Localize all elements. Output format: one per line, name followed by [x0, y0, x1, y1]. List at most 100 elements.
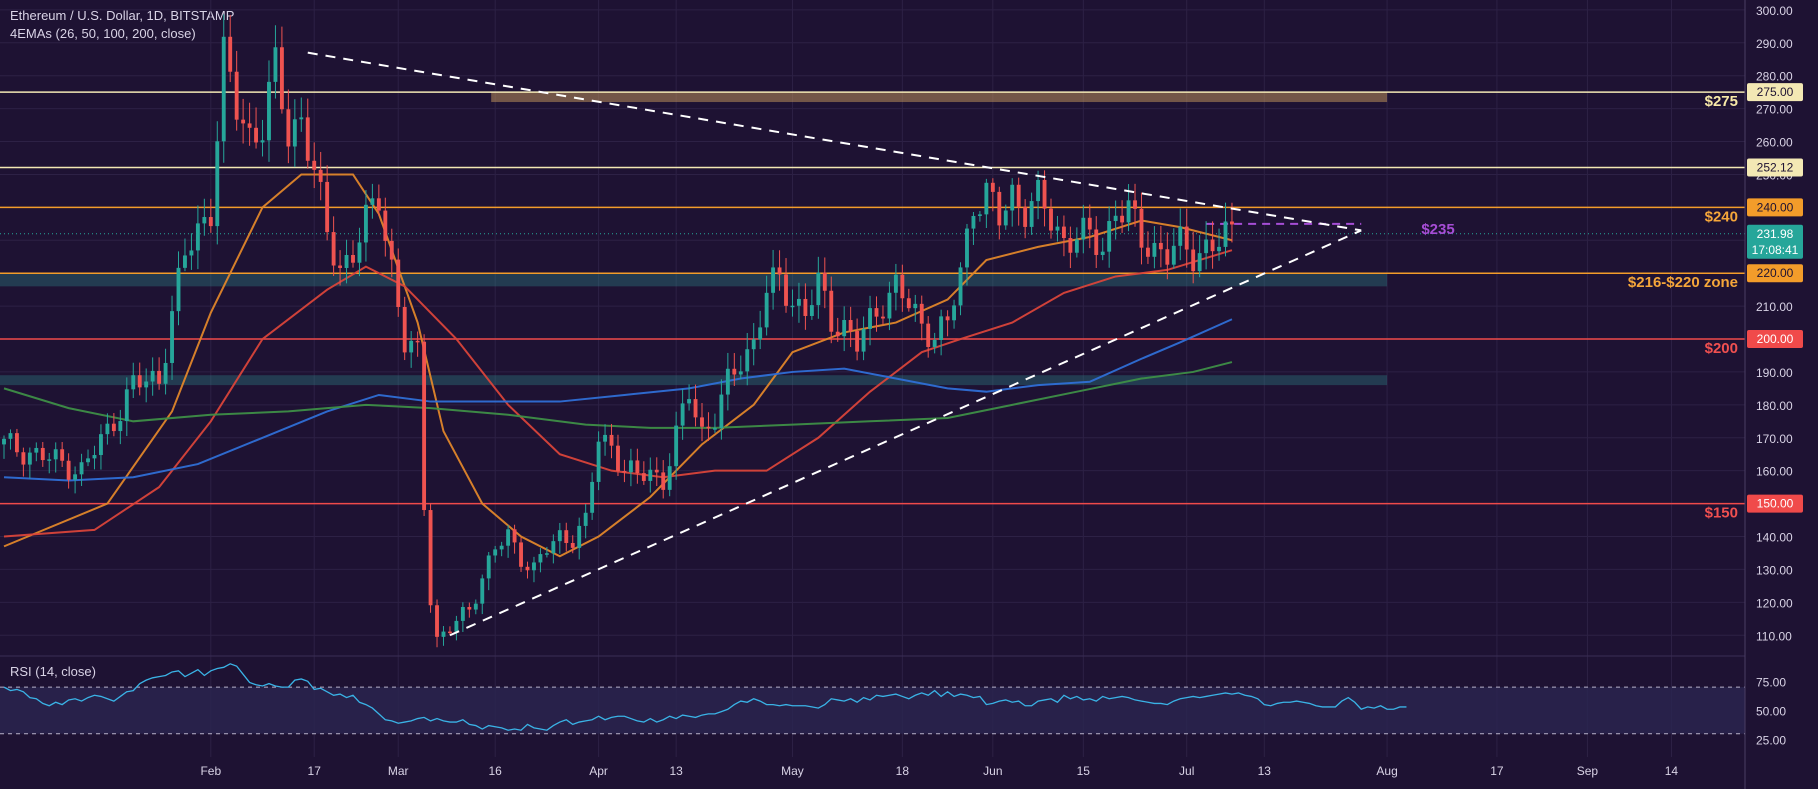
level-label: $240 — [1705, 208, 1738, 225]
candle-body — [428, 510, 433, 606]
candle-body — [603, 434, 607, 442]
candle-body — [1107, 221, 1112, 252]
candle-body — [868, 308, 872, 329]
price-tag — [1747, 198, 1803, 217]
candle-body — [305, 117, 310, 161]
price-tick-label: 170.00 — [1756, 432, 1793, 446]
candle-body — [1094, 229, 1099, 255]
ema-26-line — [3, 173, 1233, 558]
time-tick-label: Sep — [1577, 764, 1599, 778]
price-tag-label: 275.00 — [1757, 85, 1794, 99]
candle-body — [34, 447, 39, 453]
level-label: $200 — [1705, 340, 1738, 357]
candle-body — [1146, 247, 1150, 257]
price-tick-label: 270.00 — [1756, 103, 1793, 117]
candle-body — [952, 305, 956, 321]
price-tick-label: 190.00 — [1756, 366, 1793, 380]
price-tick-label: 300.00 — [1756, 4, 1793, 18]
candle-body — [1087, 217, 1092, 230]
candle-body — [150, 370, 155, 382]
candle-body — [1010, 184, 1015, 211]
candle-body — [616, 445, 620, 472]
candle-body — [241, 119, 246, 124]
price-tick-label: 290.00 — [1756, 37, 1793, 51]
candle-body — [1139, 208, 1144, 248]
candle-body — [1113, 215, 1118, 222]
candle-body — [137, 375, 142, 388]
descending-trendline — [307, 51, 1362, 232]
candle-body — [1178, 226, 1183, 246]
candle-body — [60, 449, 65, 461]
candle-body — [745, 349, 750, 372]
candle-body — [448, 631, 452, 634]
rsi-tick-label: 50.00 — [1756, 704, 1786, 718]
candle-body — [8, 433, 13, 439]
candle-body — [2, 438, 6, 445]
candle-body — [674, 425, 679, 467]
candle-body — [1223, 221, 1228, 247]
time-tick-label: Aug — [1376, 764, 1397, 778]
candle-body — [111, 423, 116, 432]
rsi-tick-label: 75.00 — [1756, 675, 1786, 689]
candle-body — [997, 191, 1002, 226]
candle-body — [719, 394, 724, 429]
candle-body — [919, 303, 924, 324]
candle-body — [195, 223, 200, 251]
candle-body — [318, 169, 323, 182]
candle-body — [583, 512, 588, 526]
candle-body — [881, 316, 885, 319]
candle-body — [66, 460, 71, 480]
candle-body — [797, 298, 801, 306]
candle-body — [777, 267, 782, 275]
candle-body — [1061, 226, 1066, 239]
candle-body — [299, 117, 304, 120]
candle-body — [312, 160, 317, 170]
candle-body — [383, 210, 388, 241]
candle-body — [1055, 226, 1060, 231]
rsi-title: RSI (14, close) — [10, 664, 96, 679]
candle-body — [822, 272, 827, 291]
candle-body — [105, 423, 110, 435]
candle-body — [512, 529, 517, 543]
candle-body — [1158, 242, 1163, 250]
candle-body — [53, 449, 58, 460]
candle-body — [506, 529, 511, 546]
candle-body — [829, 290, 834, 332]
candle-body — [131, 375, 136, 390]
price-tag — [1747, 83, 1803, 102]
candle-body — [402, 306, 407, 353]
price-axis-bg — [1745, 0, 1818, 789]
candle-body — [1036, 179, 1041, 202]
candle-body — [680, 403, 685, 426]
price-tag-label: 150.00 — [1757, 497, 1794, 511]
candle-body — [893, 274, 898, 293]
candle-body — [751, 339, 756, 350]
candle-body — [221, 36, 226, 142]
candle-body — [370, 198, 375, 205]
candle-body — [1210, 239, 1215, 252]
time-tick-label: Mar — [388, 764, 409, 778]
price-tick-label: 180.00 — [1756, 399, 1793, 413]
candle-body — [247, 123, 252, 128]
candle-body — [124, 389, 129, 422]
candle-body — [913, 303, 918, 309]
candle-body — [564, 530, 569, 543]
price-tick-label: 120.00 — [1756, 596, 1793, 610]
candle-body — [842, 320, 847, 337]
candle-body — [493, 549, 498, 556]
candle-body — [570, 542, 575, 548]
candle-body — [693, 399, 698, 418]
candle-body — [1120, 215, 1125, 223]
candle-body — [1100, 251, 1105, 255]
candle-body — [590, 481, 595, 513]
candle-body — [784, 274, 788, 306]
candle-body — [415, 340, 420, 343]
level-label: $150 — [1705, 505, 1738, 522]
candle-body — [260, 140, 265, 143]
candle-body — [157, 370, 162, 384]
price-tick-label: 260.00 — [1756, 136, 1793, 150]
price-tick-label: 140.00 — [1756, 531, 1793, 545]
support-zone-186-190 — [0, 375, 1388, 386]
candle-body — [932, 339, 937, 347]
